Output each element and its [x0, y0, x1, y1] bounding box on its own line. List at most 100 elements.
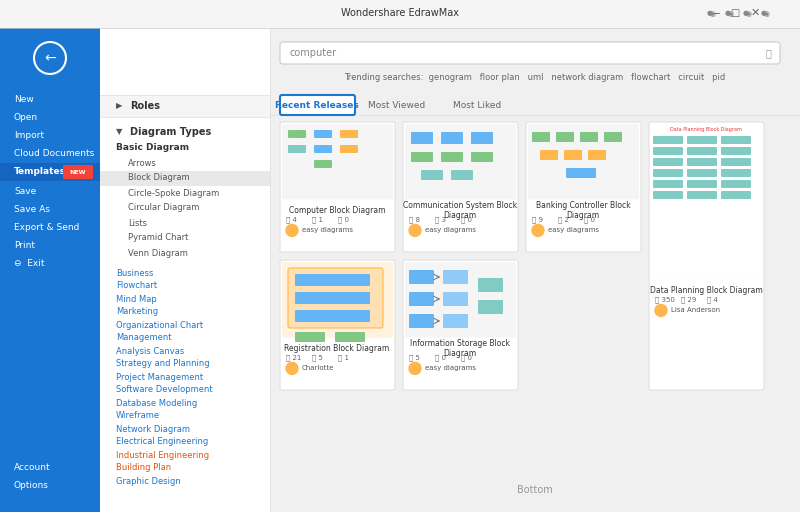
FancyBboxPatch shape [441, 132, 463, 144]
FancyBboxPatch shape [443, 292, 468, 306]
Text: Flowchart: Flowchart [116, 282, 157, 290]
Text: Account: Account [14, 463, 50, 473]
Text: easy diagrams: easy diagrams [548, 227, 599, 233]
Text: Lisa Anderson: Lisa Anderson [671, 307, 720, 313]
FancyBboxPatch shape [409, 314, 434, 328]
FancyBboxPatch shape [721, 169, 751, 177]
FancyBboxPatch shape [295, 332, 325, 342]
Text: Most Viewed: Most Viewed [368, 100, 426, 110]
Text: Registration Block Diagram: Registration Block Diagram [284, 344, 390, 353]
FancyBboxPatch shape [409, 270, 434, 284]
FancyBboxPatch shape [282, 262, 393, 337]
Text: easy diagrams: easy diagrams [425, 366, 476, 371]
FancyBboxPatch shape [295, 292, 370, 304]
FancyBboxPatch shape [295, 274, 370, 286]
Text: 👁 9: 👁 9 [532, 216, 543, 223]
Circle shape [409, 224, 421, 237]
FancyBboxPatch shape [540, 150, 558, 160]
FancyBboxPatch shape [441, 152, 463, 162]
FancyBboxPatch shape [687, 147, 717, 155]
FancyBboxPatch shape [588, 150, 606, 160]
Text: NEW: NEW [70, 169, 86, 175]
Text: Most Liked: Most Liked [453, 100, 501, 110]
Text: Communication System Block
Diagram: Communication System Block Diagram [403, 201, 517, 220]
FancyBboxPatch shape [580, 132, 598, 142]
Text: ●: ● [707, 10, 713, 16]
FancyBboxPatch shape [403, 260, 518, 390]
FancyBboxPatch shape [280, 42, 780, 64]
Circle shape [532, 224, 544, 237]
Text: Computer Block Diagram: Computer Block Diagram [289, 206, 386, 215]
FancyBboxPatch shape [288, 130, 306, 138]
Text: 📋 2: 📋 2 [558, 216, 569, 223]
FancyBboxPatch shape [604, 132, 622, 142]
Text: Print: Print [14, 242, 35, 250]
Text: Pyramid Chart: Pyramid Chart [128, 233, 188, 243]
Text: Software Development: Software Development [116, 386, 213, 395]
Text: Arrows: Arrows [128, 159, 157, 167]
FancyBboxPatch shape [721, 147, 751, 155]
FancyBboxPatch shape [421, 170, 443, 180]
FancyBboxPatch shape [405, 262, 516, 337]
FancyBboxPatch shape [443, 270, 468, 284]
Text: Organizational Chart: Organizational Chart [116, 321, 203, 330]
Text: 📋 29: 📋 29 [681, 296, 696, 303]
Text: 👍 0: 👍 0 [461, 354, 472, 361]
Circle shape [655, 305, 667, 316]
FancyBboxPatch shape [721, 180, 751, 188]
Text: Business: Business [116, 268, 154, 278]
Text: Circle-Spoke Diagram: Circle-Spoke Diagram [128, 188, 219, 198]
Text: Lists: Lists [128, 219, 147, 227]
Circle shape [286, 224, 298, 237]
Text: 👍 0: 👍 0 [584, 216, 595, 223]
Text: 📋 0: 📋 0 [435, 354, 446, 361]
Text: 📋 1: 📋 1 [312, 216, 323, 223]
Text: computer: computer [290, 48, 337, 58]
Text: Data Planning Block Diagram: Data Planning Block Diagram [670, 127, 742, 133]
Text: 👁 4: 👁 4 [286, 216, 297, 223]
Text: □: □ [730, 8, 740, 18]
Text: 👁 21: 👁 21 [286, 354, 302, 361]
FancyBboxPatch shape [653, 180, 683, 188]
Bar [100, 28, 270, 512]
FancyBboxPatch shape [409, 292, 434, 306]
Text: 👍 0: 👍 0 [461, 216, 472, 223]
Text: Save As: Save As [14, 205, 50, 215]
Text: Templates: Templates [14, 167, 66, 177]
Text: Venn Diagram: Venn Diagram [128, 248, 188, 258]
FancyBboxPatch shape [528, 124, 639, 199]
Text: 📋 3: 📋 3 [435, 216, 446, 223]
FancyBboxPatch shape [687, 191, 717, 199]
Bar [270, 28, 800, 512]
FancyBboxPatch shape [721, 136, 751, 144]
Text: ◉: ◉ [710, 11, 716, 17]
Text: ←: ← [44, 51, 56, 65]
Bar [0, 28, 100, 512]
FancyBboxPatch shape [653, 158, 683, 166]
Text: Network Diagram: Network Diagram [116, 424, 190, 434]
Text: Bottom: Bottom [517, 485, 553, 495]
FancyBboxPatch shape [687, 169, 717, 177]
FancyBboxPatch shape [471, 132, 493, 144]
FancyBboxPatch shape [653, 169, 683, 177]
Text: ●: ● [725, 10, 731, 16]
FancyBboxPatch shape [566, 168, 596, 178]
FancyBboxPatch shape [653, 191, 683, 199]
FancyBboxPatch shape [653, 136, 683, 144]
FancyBboxPatch shape [411, 132, 433, 144]
Text: Cloud Documents: Cloud Documents [14, 150, 94, 159]
Text: Options: Options [14, 481, 49, 490]
FancyBboxPatch shape [288, 145, 306, 153]
FancyBboxPatch shape [280, 122, 395, 252]
FancyBboxPatch shape [411, 152, 433, 162]
FancyBboxPatch shape [653, 147, 683, 155]
Text: ⊖  Exit: ⊖ Exit [14, 260, 45, 268]
FancyBboxPatch shape [314, 160, 332, 168]
Text: Strategy and Planning: Strategy and Planning [116, 359, 210, 369]
FancyBboxPatch shape [651, 124, 762, 280]
Text: Industrial Engineering: Industrial Engineering [116, 451, 209, 459]
FancyBboxPatch shape [687, 180, 717, 188]
Text: ●: ● [761, 10, 767, 16]
FancyBboxPatch shape [478, 278, 503, 292]
FancyBboxPatch shape [280, 260, 395, 390]
